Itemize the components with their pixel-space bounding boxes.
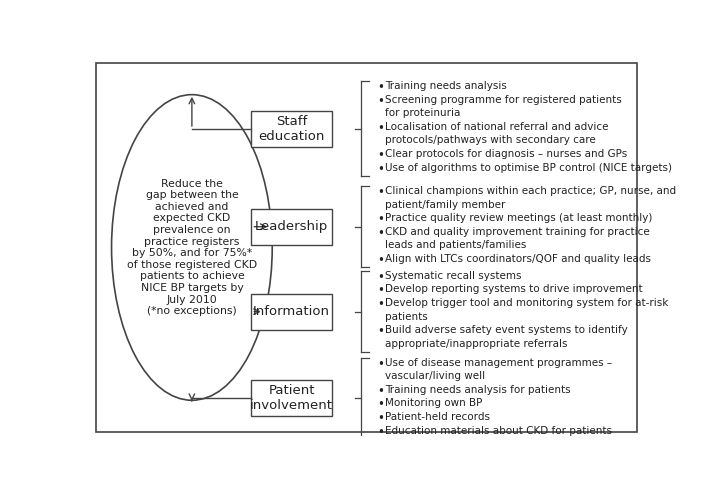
Text: Develop reporting systems to drive improvement: Develop reporting systems to drive impro… xyxy=(385,284,642,294)
Text: Patient-held records: Patient-held records xyxy=(385,412,490,422)
Ellipse shape xyxy=(112,95,272,400)
Bar xyxy=(252,380,332,416)
Text: •: • xyxy=(378,325,385,338)
Text: Reduce the
gap between the
achieved and
expected CKD
prevalence on
practice regi: Reduce the gap between the achieved and … xyxy=(127,179,257,316)
Text: Training needs analysis: Training needs analysis xyxy=(385,81,507,91)
Text: •: • xyxy=(378,227,385,240)
Text: Align with LTCs coordinators/QOF and quality leads: Align with LTCs coordinators/QOF and qua… xyxy=(385,254,651,264)
Text: •: • xyxy=(378,412,385,425)
Text: Training needs analysis for patients: Training needs analysis for patients xyxy=(385,385,571,395)
Text: Clinical champions within each practice; GP, nurse, and: Clinical champions within each practice;… xyxy=(385,186,676,196)
Text: Use of algorithms to optimise BP control (NICE targets): Use of algorithms to optimise BP control… xyxy=(385,163,671,172)
Text: Information: Information xyxy=(253,305,330,318)
Text: vascular/living well: vascular/living well xyxy=(385,371,485,381)
Text: •: • xyxy=(378,122,385,135)
Text: •: • xyxy=(378,186,385,199)
Text: •: • xyxy=(378,385,385,398)
Text: •: • xyxy=(378,163,385,175)
Text: CKD and quality improvement training for practice: CKD and quality improvement training for… xyxy=(385,227,649,237)
Text: Develop trigger tool and monitoring system for at-risk: Develop trigger tool and monitoring syst… xyxy=(385,298,668,308)
Text: •: • xyxy=(378,95,385,108)
Text: patients: patients xyxy=(385,312,428,321)
Text: •: • xyxy=(378,358,385,370)
Text: appropriate/inappropriate referrals: appropriate/inappropriate referrals xyxy=(385,339,567,349)
Text: Build adverse safety event systems to identify: Build adverse safety event systems to id… xyxy=(385,325,628,335)
Text: •: • xyxy=(378,398,385,412)
Text: Use of disease management programmes –: Use of disease management programmes – xyxy=(385,358,612,368)
Text: Systematic recall systems: Systematic recall systems xyxy=(385,271,521,281)
Text: Monitoring own BP: Monitoring own BP xyxy=(385,398,482,408)
Text: •: • xyxy=(378,425,385,439)
Text: Patient
involvement: Patient involvement xyxy=(250,384,333,413)
Bar xyxy=(252,294,332,329)
Text: Clear protocols for diagnosis – nurses and GPs: Clear protocols for diagnosis – nurses a… xyxy=(385,149,627,159)
Text: •: • xyxy=(378,81,385,94)
Text: •: • xyxy=(378,149,385,162)
Text: Leadership: Leadership xyxy=(255,220,328,233)
Text: Staff
education: Staff education xyxy=(258,115,325,143)
Bar xyxy=(252,111,332,147)
Text: •: • xyxy=(378,284,385,297)
Text: •: • xyxy=(378,298,385,311)
Text: •: • xyxy=(378,271,385,284)
Text: leads and patients/families: leads and patients/families xyxy=(385,240,526,250)
Text: Screening programme for registered patients: Screening programme for registered patie… xyxy=(385,95,621,105)
Bar xyxy=(252,209,332,245)
Text: Localisation of national referral and advice: Localisation of national referral and ad… xyxy=(385,122,608,132)
Text: for proteinuria: for proteinuria xyxy=(385,108,460,118)
Text: patient/family member: patient/family member xyxy=(385,199,505,210)
Text: •: • xyxy=(378,213,385,226)
Text: Education materials about CKD for patients: Education materials about CKD for patien… xyxy=(385,425,612,436)
Text: protocols/pathways with secondary care: protocols/pathways with secondary care xyxy=(385,135,596,146)
Text: •: • xyxy=(378,254,385,267)
Text: Practice quality review meetings (at least monthly): Practice quality review meetings (at lea… xyxy=(385,213,652,223)
